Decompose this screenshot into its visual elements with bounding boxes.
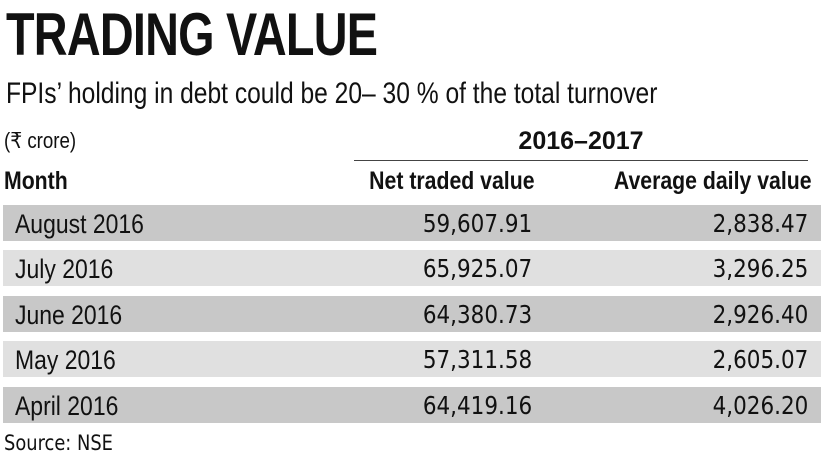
cell-average-daily-value: 2,838.47 — [712, 209, 808, 238]
source-note: Source: NSE — [4, 431, 113, 455]
cell-average-daily-value: 4,026.20 — [712, 391, 808, 420]
table-row: June 2016 64,380.73 2,926.40 — [3, 296, 821, 332]
column-header-average-daily-value: Average daily value — [614, 167, 812, 195]
cell-month: May 2016 — [15, 345, 116, 375]
cell-month: August 2016 — [15, 209, 144, 239]
cell-month: April 2016 — [15, 391, 119, 421]
table-row: May 2016 57,311.58 2,605.07 — [3, 341, 821, 377]
period-label: 2016–2017 — [518, 127, 644, 155]
table-row: July 2016 65,925.07 3,296.25 — [3, 250, 821, 286]
subtitle: FPIs’ holding in debt could be 20– 30 % … — [6, 77, 658, 110]
cell-average-daily-value: 2,605.07 — [712, 345, 808, 374]
cell-month: July 2016 — [15, 254, 114, 284]
column-header-month: Month — [4, 167, 68, 195]
table-row: April 2016 64,419.16 4,026.20 — [3, 387, 821, 423]
cell-net-traded-value: 64,380.73 — [422, 300, 532, 329]
cell-net-traded-value: 65,925.07 — [422, 254, 532, 283]
cell-average-daily-value: 2,926.40 — [712, 300, 808, 329]
cell-month: June 2016 — [15, 300, 123, 330]
column-header-net-traded-value: Net traded value — [369, 167, 535, 195]
cell-average-daily-value: 3,296.25 — [712, 254, 808, 283]
cell-net-traded-value: 64,419.16 — [422, 391, 532, 420]
table-row: August 2016 59,607.91 2,838.47 — [3, 205, 821, 241]
cell-net-traded-value: 59,607.91 — [422, 209, 532, 238]
page-title: TRADING VALUE — [6, 1, 378, 68]
cell-net-traded-value: 57,311.58 — [422, 345, 532, 374]
unit-label: (₹ crore) — [4, 128, 77, 153]
period-divider — [354, 160, 808, 161]
